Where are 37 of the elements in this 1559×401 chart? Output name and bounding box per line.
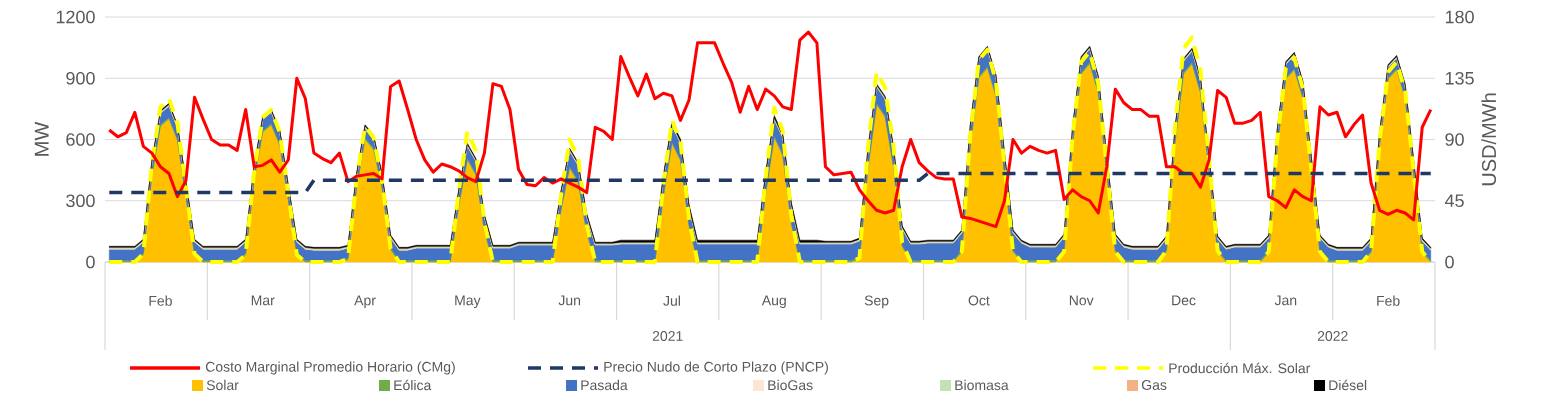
x-tick-label: Apr [354, 295, 376, 309]
legend-label: Biomasa [955, 379, 1009, 391]
x-tick-label: May [455, 295, 481, 309]
x-tick-label: Oct [968, 295, 990, 306]
x-tick-label: Jul [663, 295, 680, 306]
x-tick-label: Aug [761, 295, 786, 309]
legend-label: Diésel [1329, 379, 1367, 391]
x-tick-label: Feb [1377, 295, 1400, 306]
legend-label: Producción Máx. Solar [1169, 362, 1311, 374]
legend-label: BioGas [768, 379, 813, 391]
legend-label: Precio Nudo de Corto Plazo (PNCP) [604, 361, 828, 375]
x-tick-label: Nov [1069, 295, 1094, 306]
y-tick-label: 300 [66, 194, 95, 208]
legend-label: Gas [1141, 380, 1167, 390]
y2-tick-label: 0 [1445, 255, 1454, 269]
y2-tick-label: 180 [1445, 10, 1474, 24]
y-tick-label: 0 [86, 255, 95, 269]
y-tick-label: 900 [66, 71, 95, 85]
y-tick-label: 1200 [56, 10, 95, 24]
x-tick-label: Jun [558, 295, 581, 306]
x-tick-label: Dec [1172, 295, 1196, 306]
text: 2022 [1317, 331, 1348, 341]
x-tick-label: Mar [251, 295, 275, 306]
legend-label: Eólica [394, 379, 432, 391]
y2-tick-label: 135 [1445, 71, 1474, 85]
y-axis-title: MW [34, 121, 49, 156]
y2-tick-label: 90 [1445, 133, 1464, 146]
legend-label: Solar [206, 379, 239, 391]
legend-label: Costo Marginal Promedio Horario (CMg) [205, 361, 455, 375]
y-tick-label: 600 [66, 133, 95, 146]
text: 2021 [652, 331, 683, 341]
legend-label: Pasada [581, 379, 628, 391]
x-tick-label: Jan [1274, 295, 1297, 306]
x-tick-label: Feb [149, 295, 172, 306]
y2-axis-title: USD/MWh [1481, 93, 1497, 186]
y2-tick-label: 45 [1444, 194, 1464, 208]
x-tick-label: Sep [864, 295, 889, 309]
